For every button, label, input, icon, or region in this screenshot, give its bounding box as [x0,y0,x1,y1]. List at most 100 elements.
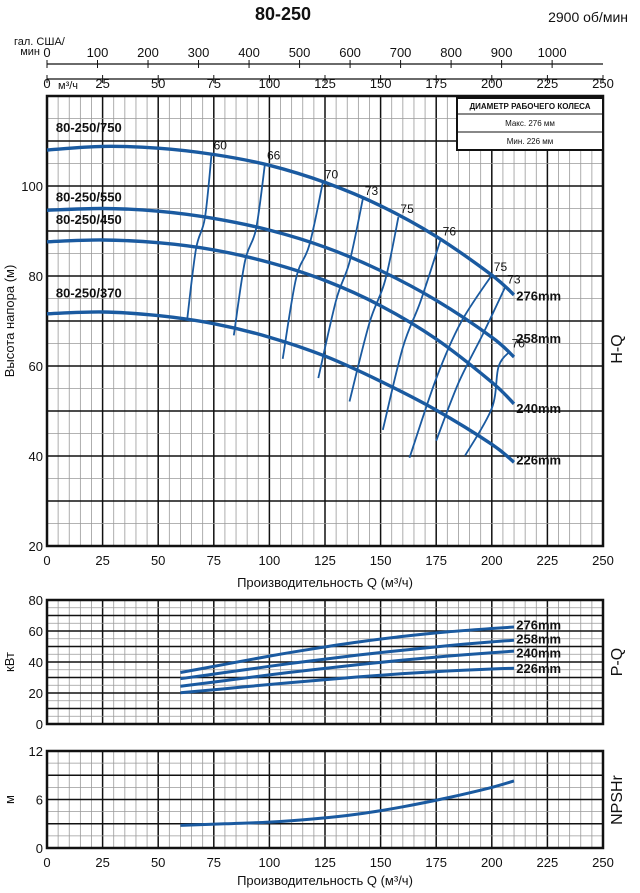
npsh-y-tick-label: 6 [36,793,43,808]
hq-y-tick-label: 20 [29,539,43,554]
hq-curve-label: 240mm [516,401,561,416]
hq-efficiency-curve [408,274,493,459]
pq-curve-label: 276mm [516,618,561,633]
pq-y-tick-label: 40 [29,655,43,670]
npsh-x-tick-label: 50 [151,855,165,870]
hq-x-tick-label: 250 [592,553,614,568]
hq-efficiency-label: 70 [325,167,339,181]
hq-x-tick-label: 50 [151,553,165,568]
hq-efficiency-label: 75 [494,260,508,274]
hq-x-tick-label: 125 [314,553,336,568]
gpm-tick-label: 300 [188,45,210,60]
legend-frame [456,97,604,151]
npsh-x-tick-label: 0 [43,855,50,870]
npsh-y-tick-label: 0 [36,841,43,856]
legend-min: Мин. 226 мм [507,137,554,146]
speed-label: 2900 об/мин [548,9,628,25]
hq-y-tick-label: 40 [29,449,43,464]
m3h-top-tick-label: 0 [43,76,50,91]
hq-series-226mm [46,310,516,464]
m3h-top-tick-label: 250 [592,76,614,91]
npsh-x-tick-label: 200 [481,855,503,870]
m3h-top-tick-label: 225 [537,76,559,91]
npsh-x-tick-label: 25 [95,855,109,870]
m3h-top-tick-label: 100 [259,76,281,91]
gpm-tick-label: 1000 [538,45,567,60]
gpm-tick-label: 100 [87,45,109,60]
hq-efficiency-label: 70 [512,337,526,351]
m3h-top-tick-label: 25 [95,76,109,91]
hq-series-258mm [46,206,516,359]
hq-efficiency-label: 73 [365,184,379,198]
npsh-x-tick-label: 75 [207,855,221,870]
hq-efficiency-curve [381,239,442,431]
hq-x-tick-label: 175 [425,553,447,568]
hq-x-tick-label: 100 [259,553,281,568]
gpm-unit-line1: гал. США/ [14,36,66,48]
plot-frame [45,94,605,548]
hq-y-tick-label: 80 [29,269,43,284]
gpm-tick-label: 400 [238,45,260,60]
gpm-tick-label: 0 [43,45,50,60]
hq-curve-label: 276mm [516,288,561,303]
pq-series-276mm [180,625,515,674]
hq-series-276mm [46,144,516,297]
hq-y-tick-label: 60 [29,359,43,374]
pq-curve-label: 226mm [516,661,561,676]
legend-title: ДИАМЕТР РАБОЧЕГО КОЛЕСА [469,102,590,111]
hq-y-axis-label: Высота напора (м) [2,265,17,378]
hq-x-tick-label: 225 [537,553,559,568]
pq-curve-label: 258mm [516,632,561,647]
pq-curve-label: 240mm [516,645,561,660]
npsh-x-tick-label: 125 [314,855,336,870]
hq-model-label: 80-250/450 [56,212,122,227]
impeller-diameter-legend: ДИАМЕТР РАБОЧЕГО КОЛЕСА Макс. 276 мм Мин… [456,97,604,151]
m3h-top-tick-label: 75 [207,76,221,91]
hq-efficiency-label: 73 [507,272,521,286]
x-axis-label-bottom: Производительность Q (м³/ч) [237,873,413,888]
npsh-x-tick-label: 100 [259,855,281,870]
hq-efficiency-label: 76 [443,225,457,239]
hq-efficiency-label: 60 [214,139,228,153]
gpm-tick-label: 800 [440,45,462,60]
npsh-y-tick-label: 12 [29,744,43,759]
hq-series-240mm [46,238,516,406]
pq-y-tick-label: 0 [36,717,43,732]
m3h-top-tick-label: 175 [425,76,447,91]
npsh-series-NPSHr [180,779,515,827]
pq-y-axis-label: кВт [2,652,17,672]
gpm-tick-label: 600 [339,45,361,60]
hq-x-tick-label: 150 [370,553,392,568]
hq-x-tick-label: 200 [481,553,503,568]
pq-y-tick-label: 20 [29,686,43,701]
plot-frame [45,598,605,726]
pq-panel-label: P-Q [609,648,626,676]
hq-efficiency-label: 75 [400,202,414,216]
hq-efficiency-curve [232,163,266,336]
pq-series-226mm [180,666,515,695]
m3h-top-tick-label: 50 [151,76,165,91]
pq-series-258mm [180,638,515,681]
pq-series-240mm [180,649,515,688]
frame-layer [45,60,605,850]
legend-max: Макс. 276 мм [505,119,555,128]
m3h-top-tick-label: 125 [314,76,336,91]
hq-efficiency-curve [186,153,213,321]
gpm-tick-label: 200 [137,45,159,60]
hq-x-tick-label: 75 [207,553,221,568]
hq-efficiency-curve [281,182,324,359]
x-axis-label-hq: Производительность Q (м³/ч) [237,575,413,590]
gpm-unit-line2: мин [20,46,40,58]
m3h-top-tick-label: 150 [370,76,392,91]
hq-x-tick-label: 0 [43,553,50,568]
gpm-tick-label: 900 [491,45,513,60]
m3h-top-tick-label: 200 [481,76,503,91]
npsh-x-tick-label: 150 [370,855,392,870]
chart-title: 80-250 [255,4,311,24]
npsh-x-tick-label: 225 [537,855,559,870]
hq-curve-label: 258mm [516,331,561,346]
pq-y-tick-label: 80 [29,593,43,608]
npsh-x-tick-label: 175 [425,855,447,870]
